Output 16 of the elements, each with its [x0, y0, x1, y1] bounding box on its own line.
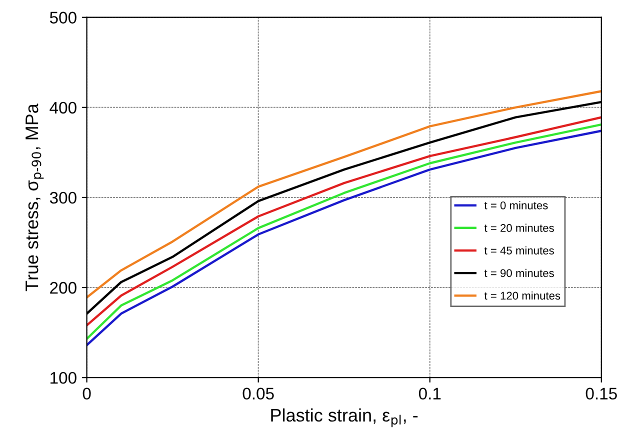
legend-label: t = 90 minutes — [484, 268, 554, 278]
x-tick-label: 0 — [82, 388, 91, 400]
x-axis-title: Plastic strain, ε$_{pl}$, - — [271, 408, 418, 428]
y-tick-label: 400 — [50, 102, 76, 114]
y-tick-label: 300 — [50, 192, 76, 204]
x-tick-label: 0.15 — [586, 388, 617, 400]
legend-label: t = 20 minutes — [484, 224, 554, 232]
y-tick-label: 200 — [50, 282, 76, 294]
x-tick-label: 0.05 — [242, 388, 274, 400]
y-tick-label: 500 — [50, 12, 76, 24]
y-tick-label: 100 — [50, 372, 76, 384]
legend-label: t = 120 minutes — [484, 291, 560, 300]
y-axis-title: True stress, σ$_{p-90}$, MPa — [26, 104, 44, 292]
legend-label: t = 0 minutes — [484, 201, 548, 210]
x-tick-label: 0.1 — [418, 388, 441, 400]
legend-label: t = 45 minutes — [484, 246, 554, 254]
